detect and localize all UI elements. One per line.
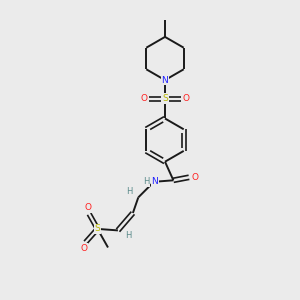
Text: N: N (162, 76, 168, 85)
Text: H: H (125, 231, 132, 240)
Text: O: O (182, 94, 190, 103)
Text: S: S (162, 94, 168, 103)
Text: O: O (140, 94, 148, 103)
Text: S: S (94, 224, 100, 233)
Text: H: H (126, 187, 133, 196)
Text: O: O (80, 244, 88, 253)
Text: H: H (143, 177, 150, 186)
Text: O: O (84, 203, 91, 212)
Text: N: N (152, 177, 158, 186)
Text: O: O (191, 173, 199, 182)
